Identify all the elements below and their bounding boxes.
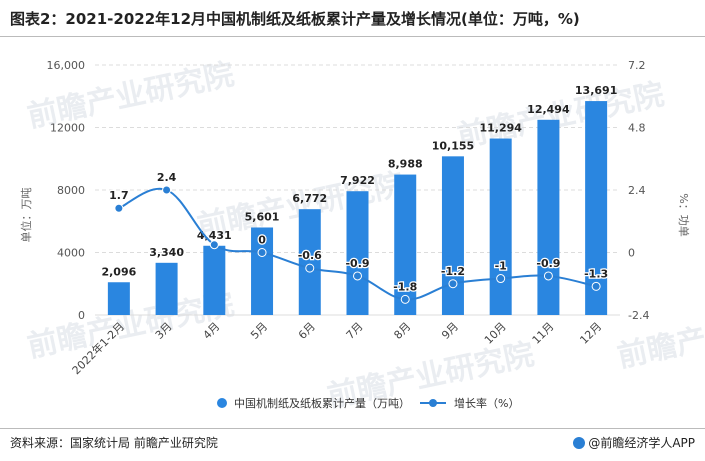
bar-labels: 2,096 3,340 4,431 5,601 6,772 7,922 8,988 10,15…	[101, 84, 617, 278]
y-axis-ticks: 0 4000 8000 12000 16,000	[47, 59, 86, 322]
y-tick-label: 12000	[50, 122, 85, 135]
legend-bar-label: 中国机制纸及纸板累计产量（万吨）	[234, 396, 410, 410]
bar	[585, 101, 608, 315]
legend: 中国机制纸及纸板累计产量（万吨） 增长率（%）	[217, 396, 519, 410]
legend-line-dot	[429, 399, 437, 407]
line-value-label: -1.8	[393, 280, 417, 293]
bar	[394, 174, 417, 315]
y2-tick-label: -2.4	[628, 309, 649, 322]
x-tick-label: 9月	[439, 320, 461, 342]
x-tick-label: 12月	[577, 320, 604, 347]
footer-divider	[0, 428, 705, 429]
y-tick-label: 8000	[57, 184, 85, 197]
x-tick-label: 5月	[248, 320, 270, 342]
bar	[107, 282, 130, 315]
y2-tick-label: 2.4	[628, 184, 646, 197]
x-tick-label: 7月	[344, 320, 366, 342]
bar	[298, 209, 321, 315]
line-point	[162, 185, 172, 195]
line-value-label: 2.4	[157, 171, 177, 184]
line-labels: 1.7 2.4 0 -0.6 -0.9 -1.8 -1.2 -1 -0.9 -1.3	[108, 170, 610, 295]
bar-value-label: 4,431	[197, 229, 232, 242]
y2-tick-label: 4.8	[628, 122, 646, 135]
line-point	[448, 279, 458, 289]
legend-line-label: 增长率（%）	[454, 396, 519, 410]
y-tick-label: 4000	[57, 247, 85, 260]
line-point	[257, 248, 267, 257]
bar-value-label: 12,494	[527, 103, 570, 116]
line-value-label: -0.6	[298, 249, 322, 262]
bar-value-label: 8,988	[388, 158, 423, 171]
line-point	[114, 203, 124, 213]
line-series	[114, 185, 601, 304]
line-value-label: -0.9	[345, 257, 369, 270]
bar	[441, 156, 464, 315]
brand-logo-icon	[573, 437, 586, 449]
bar-value-label: 6,772	[292, 192, 327, 205]
brand-text: @前瞻经济学人APP	[573, 432, 695, 454]
line-value-label: -1.3	[584, 267, 608, 280]
line-value-label: 1.7	[109, 189, 129, 202]
y2-axis-ticks: -2.4 0 2.4 4.8 7.2	[628, 59, 649, 322]
source-text: 资料来源：国家统计局 前瞻产业研究院	[10, 436, 218, 450]
line-value-label: -1.2	[441, 265, 465, 278]
line-point	[400, 294, 410, 304]
y2-axis-label: %：功单	[677, 193, 690, 236]
y-tick-label: 0	[78, 309, 85, 322]
bar-value-label: 13,691	[575, 84, 617, 97]
line-point	[496, 274, 506, 284]
line-point	[209, 240, 219, 250]
line-value-label: -1	[495, 260, 507, 273]
bar	[537, 119, 560, 315]
bar	[251, 227, 274, 315]
y-tick-label: 16,000	[47, 59, 86, 72]
line-point	[305, 263, 315, 273]
line-point	[591, 281, 601, 291]
y2-tick-label: 7.2	[628, 59, 646, 72]
line-point	[543, 271, 553, 281]
bar-series	[107, 101, 608, 315]
y-axis-label: 单位：万吨	[19, 188, 33, 243]
bar-value-label: 2,096	[101, 265, 136, 278]
bar	[203, 245, 226, 315]
x-tick-label: 8月	[391, 320, 413, 342]
chart-title: 图表2：2021-2022年12月中国机制纸及纸板累计产量及增长情况(单位：万吨…	[10, 10, 580, 28]
x-tick-label: 6月	[296, 320, 318, 342]
bar-value-label: 10,155	[432, 139, 474, 152]
title-divider	[0, 36, 705, 37]
bar	[346, 191, 369, 315]
bar	[155, 262, 178, 315]
bar-value-label: 11,294	[479, 122, 522, 135]
y2-tick-label: 0	[628, 247, 635, 260]
brand-label: @前瞻经济学人APP	[588, 436, 695, 450]
bar-value-label: 3,340	[149, 246, 184, 259]
bar-value-label: 7,922	[340, 174, 375, 187]
bar-value-label: 5,601	[245, 210, 280, 223]
line-point	[353, 271, 362, 281]
bar	[489, 138, 512, 315]
x-tick-label: 11月	[530, 320, 557, 347]
chart: 前瞻产业研究院前瞻产业研究院前瞻产业研究院前瞻产业研究院前瞻产业研究院前瞻产业研…	[19, 57, 705, 415]
legend-bar-marker	[217, 398, 227, 408]
watermark-text: 前瞻产业研究院	[454, 77, 667, 155]
line-value-label: -0.9	[536, 257, 560, 270]
line-value-label: 0	[258, 234, 266, 247]
